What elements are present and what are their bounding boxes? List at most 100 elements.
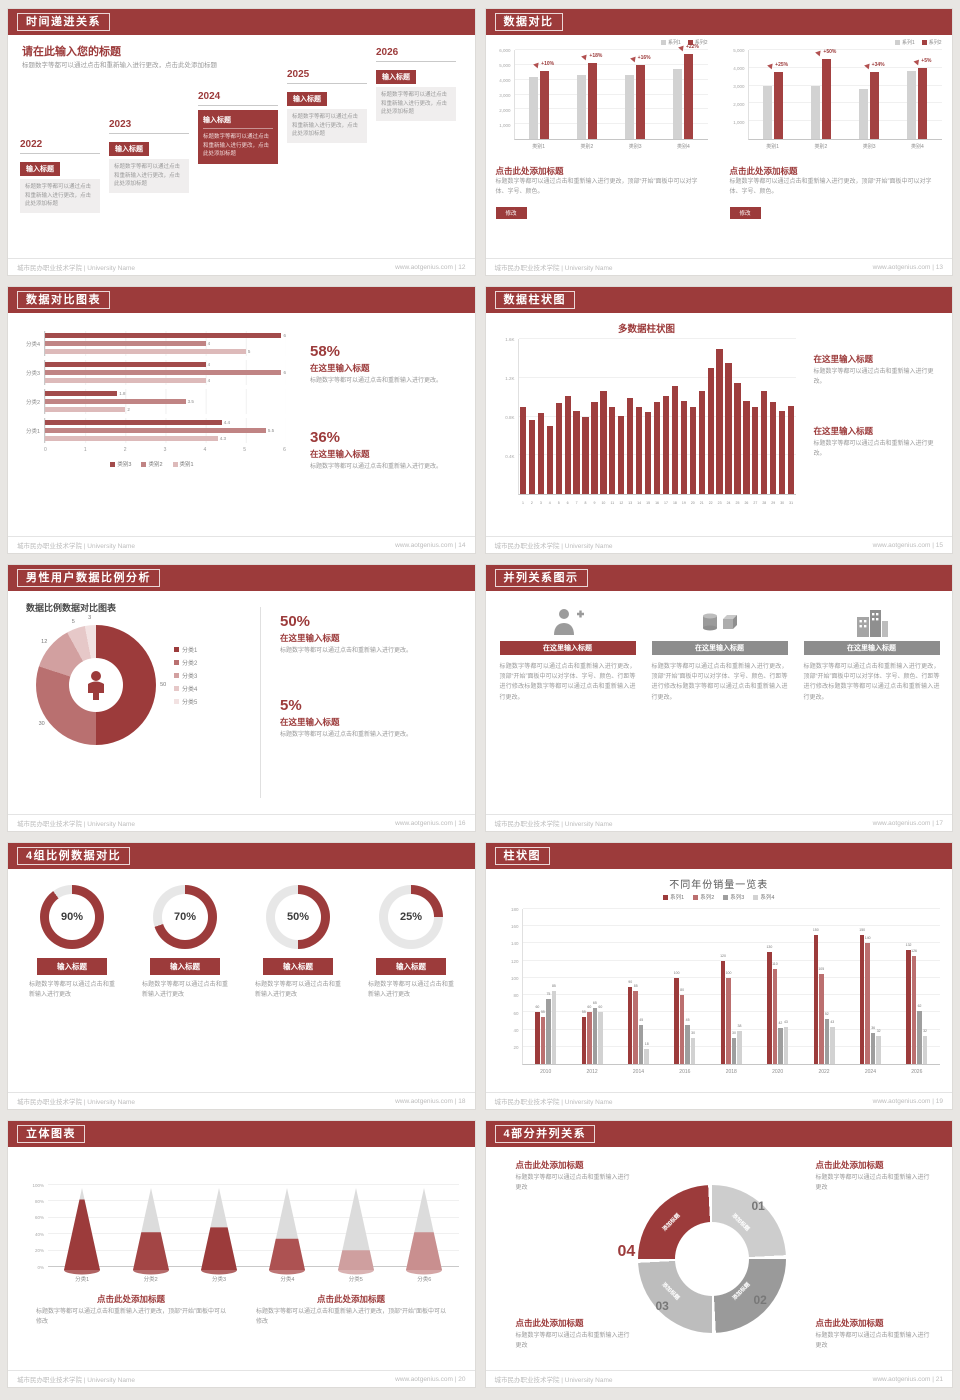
y-tick: 40: [513, 1027, 519, 1033]
x-label: 2012: [586, 1069, 598, 1075]
bar: 90: [627, 980, 633, 1064]
series2-bar: +16%: [636, 55, 651, 139]
title-button[interactable]: 输入标题: [263, 958, 333, 975]
bar: [716, 348, 723, 494]
footer-university: 城市民办职业技术学院 | University Name: [494, 1099, 613, 1106]
stat-title: 在这里输入标题: [280, 717, 340, 727]
bar: [707, 368, 714, 494]
bar: 60: [535, 1006, 540, 1064]
footer-university: 城市民办职业技术学院 | University Name: [17, 1377, 135, 1384]
x-label: 11: [610, 501, 615, 505]
title-button[interactable]: 输入标题: [150, 958, 220, 975]
y-axis: 1.6K 1.2K 0.8K 0.4K: [498, 337, 518, 495]
footer-url: www.aotgenius.com: [872, 819, 931, 827]
bar: 85: [633, 984, 638, 1064]
stat-percent: 5%: [280, 697, 302, 714]
timeline-item-highlighted: 2024 输入标题 标题数字等都可以通过点击和重新输入进行更改，点击此处添加标题: [198, 91, 278, 164]
gridline: [522, 994, 940, 996]
ring-chart: 25%: [379, 885, 443, 949]
slide-body: 分类4 6 4 5 分类3 4 6 4 分类2 1.8 3.5 2 分类1 4.4 5.5 4.3 0 1 2 3 4 5…: [8, 313, 475, 536]
bar: [45, 428, 266, 433]
ratio-item: 70% 输入标题 标题数字等都可以通过点击和重新输入进行更改: [135, 885, 235, 1000]
action-button[interactable]: 修改: [495, 207, 527, 219]
slide-header-title: 立体图表: [17, 1124, 85, 1144]
bar: [752, 406, 759, 494]
x-label: 2020: [772, 1069, 784, 1075]
slide-body: 90% 输入标题 标题数字等都可以通过点击和重新输入进行更改 70% 输入标题 …: [8, 869, 475, 1092]
bars-area: +10% 类别1 +18% 类别2 +16% 类别3 +22% 类别4: [513, 45, 708, 150]
x-label: 18: [672, 501, 677, 505]
bar-column: 27: [751, 339, 760, 505]
timeline-card: 输入标题 标题数字等都可以通过点击和重新输入进行更改，点击此处添加标题: [376, 66, 456, 121]
bar-group: 150 140 36 32 2024: [847, 909, 893, 1075]
cone-item: 分类2: [131, 1184, 171, 1284]
slide-header-title: 柱状图: [494, 846, 550, 866]
bar: [528, 420, 536, 494]
stat-title: 在这里输入标题: [310, 449, 370, 459]
plot-area: 60 55 75 85 2010 55 60 65 60 2012 90 85 45 18 2014 100 8…: [521, 908, 940, 1077]
bar: 60: [598, 1006, 603, 1064]
legend-swatch: [174, 686, 179, 691]
value-label: 90: [628, 979, 633, 984]
series1-bar: [907, 71, 917, 139]
gridline: [514, 63, 708, 65]
cone-item: 分类1: [62, 1184, 102, 1284]
value-label: 120: [720, 953, 726, 958]
value-label: 4.4: [223, 420, 230, 425]
y-tick: 80%: [34, 1198, 44, 1204]
stat-percent: 58%: [310, 343, 341, 360]
block-text: 标题数字等都可以通过点击和重新输入进行更改，顶部“开始”面板中可以对字体、字号、…: [729, 179, 932, 195]
footer-university: 城市民办职业技术学院 | University Name: [494, 821, 613, 828]
bar-column: 20: [688, 339, 697, 505]
bar-column: 21: [697, 339, 706, 505]
value-label: 85: [633, 983, 638, 988]
x-label: 16: [655, 501, 659, 505]
y-tick: 140: [510, 941, 519, 947]
bar: [627, 398, 634, 494]
gridline: [518, 376, 796, 378]
value-label: 30: [732, 1031, 736, 1036]
bar-row: 4.4: [45, 419, 286, 426]
bar-column: 13: [626, 339, 635, 505]
bar: [45, 420, 222, 425]
page-number: 19: [935, 1097, 943, 1105]
series1-bar: [625, 75, 635, 139]
block-title: 点击此处添加标题: [495, 166, 564, 176]
bar: [743, 401, 750, 494]
bar: [770, 401, 777, 494]
chart-legend: 系列1 系列2: [660, 39, 708, 46]
x-label: 类别1: [766, 144, 780, 150]
title-button[interactable]: 输入标题: [37, 958, 107, 975]
slice-label: 5: [71, 618, 75, 625]
y-tick: 80: [513, 993, 519, 999]
bar-column: 14: [635, 339, 644, 505]
x-label: 25: [735, 501, 740, 505]
gridline: [522, 942, 940, 944]
bars-area: 1 2 3 4 5 6 7 8 9 10 11 12 13 14 15 16 17 18 19 20 21 22 23 24 2…: [517, 338, 796, 505]
legend-swatch: [174, 647, 179, 652]
cone-item: 分类5: [336, 1184, 376, 1284]
y-tick: 120: [510, 958, 519, 964]
y-tick: 6,000: [499, 47, 511, 53]
value-label: 52: [824, 1012, 829, 1017]
slide-header-bar: 并列关系图示: [485, 565, 952, 591]
gridline: [522, 908, 940, 909]
3d-shapes-icon: [652, 603, 788, 641]
title-button[interactable]: 输入标题: [376, 958, 446, 975]
delta-label: +50%: [816, 49, 836, 55]
legend-label: 系列1: [670, 895, 685, 901]
bar: [591, 401, 598, 494]
bar-group: 60 55 75 85 2010: [523, 909, 569, 1075]
gridline: [522, 976, 940, 978]
bar-row: 5: [45, 348, 286, 355]
y-tick: 3,000: [499, 92, 511, 98]
slide-body: 请在此输入您的标题 标题数字等都可以通过点击和重新输入进行更改，点击此处添加标题…: [8, 35, 475, 258]
slice-label: 50: [160, 682, 167, 688]
timeline-item: 2026 输入标题 标题数字等都可以通过点击和重新输入进行更改，点击此处添加标题: [376, 47, 456, 121]
action-button[interactable]: 修改: [729, 207, 761, 219]
gridline: [522, 1028, 940, 1030]
section-subtitle: 标题数字等都可以通过点击和重新输入进行更改，点击此处添加标题: [22, 62, 217, 69]
slide-16-donut-analysis: 男性用户数据比例分析 数据比例数据对比图表 50 30 12 5 3 分类1 分类2 分…: [7, 564, 476, 832]
slide-footer: 城市民办职业技术学院 | University Name www.aotgeni…: [8, 1370, 475, 1387]
slide-header-bar: 4部分并列关系: [485, 1121, 952, 1147]
